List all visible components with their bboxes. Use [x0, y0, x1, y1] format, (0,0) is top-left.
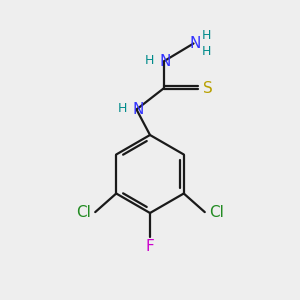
Text: H: H — [145, 53, 154, 67]
Text: H: H — [201, 45, 211, 58]
Text: Cl: Cl — [76, 205, 91, 220]
Text: N: N — [189, 36, 201, 51]
Text: S: S — [203, 81, 212, 96]
Text: F: F — [146, 239, 154, 254]
Text: H: H — [201, 28, 211, 42]
Text: N: N — [132, 102, 144, 117]
Text: Cl: Cl — [209, 205, 224, 220]
Text: H: H — [118, 101, 127, 115]
Text: N: N — [159, 54, 171, 69]
